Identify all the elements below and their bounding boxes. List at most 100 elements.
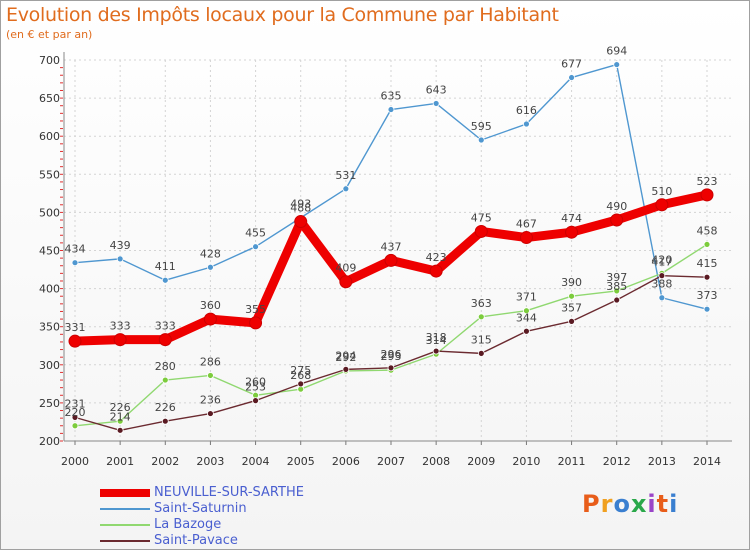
x-tick-label: 2006 — [332, 455, 360, 468]
data-label-la-bazoge: 371 — [516, 291, 537, 304]
logo-letter: i — [647, 490, 657, 518]
y-tick-label: 400 — [39, 283, 60, 296]
data-point-saint-saturnin — [477, 136, 485, 144]
data-label-neuville-sur-sarthe: 523 — [697, 175, 718, 188]
logo-letter: x — [630, 490, 648, 518]
data-point-saint-pavace — [523, 327, 530, 335]
y-tick-label: 650 — [39, 92, 60, 105]
data-label-saint-pavace: 226 — [155, 401, 176, 414]
data-label-la-bazoge: 363 — [471, 297, 492, 310]
data-point-neuville-sur-sarthe — [249, 316, 263, 330]
data-point-neuville-sur-sarthe — [429, 264, 443, 278]
y-tick-label: 200 — [39, 435, 60, 448]
data-label-la-bazoge: 293 — [381, 350, 402, 363]
data-label-saint-pavace: 315 — [471, 333, 492, 346]
x-tick-label: 2001 — [106, 455, 134, 468]
data-point-neuville-sur-sarthe — [474, 224, 488, 238]
data-point-saint-saturnin — [161, 276, 169, 284]
logo-letter: i — [669, 490, 679, 518]
x-tick-label: 2009 — [467, 455, 495, 468]
data-label-saint-pavace: 417 — [651, 256, 672, 269]
x-tick-label: 2012 — [603, 455, 631, 468]
data-point-saint-saturnin — [703, 305, 711, 313]
y-tick-label: 500 — [39, 206, 60, 219]
series-lines — [68, 61, 714, 434]
data-label-saint-saturnin: 455 — [245, 227, 266, 240]
data-point-la-bazoge — [613, 287, 621, 295]
chart-subtitle: (en € et par an) — [6, 28, 93, 41]
y-tick-label: 300 — [39, 359, 60, 372]
data-point-saint-pavace — [342, 365, 350, 373]
legend-label: La Bazoge — [154, 517, 222, 532]
data-label-la-bazoge: 390 — [561, 276, 582, 289]
data-label-saint-saturnin: 373 — [697, 289, 718, 302]
data-label-saint-pavace: 231 — [65, 397, 86, 410]
data-point-neuville-sur-sarthe — [700, 188, 714, 202]
logo-letter: t — [656, 490, 670, 518]
y-tick-label: 350 — [39, 321, 60, 334]
legend-label: Saint-Pavace — [154, 533, 238, 548]
data-label-neuville-sur-sarthe: 437 — [381, 240, 402, 253]
data-label-neuville-sur-sarthe: 467 — [516, 218, 537, 231]
data-point-neuville-sur-sarthe — [158, 333, 172, 347]
data-point-saint-pavace — [568, 317, 575, 325]
data-label-la-bazoge: 397 — [606, 271, 627, 284]
data-point-la-bazoge — [161, 376, 169, 384]
data-point-saint-pavace — [658, 272, 666, 280]
data-label-saint-saturnin: 388 — [651, 278, 672, 291]
data-point-saint-saturnin — [116, 255, 124, 263]
legend-swatch — [100, 540, 150, 542]
data-label-saint-saturnin: 677 — [561, 58, 582, 71]
data-point-saint-pavace — [387, 364, 395, 372]
data-point-neuville-sur-sarthe — [565, 225, 579, 239]
data-point-saint-saturnin — [71, 259, 79, 267]
x-tick-label: 2010 — [512, 455, 540, 468]
data-label-saint-saturnin: 434 — [65, 243, 86, 256]
data-label-neuville-sur-sarthe: 490 — [606, 200, 627, 213]
x-tick-label: 2004 — [242, 455, 270, 468]
x-tick-label: 2007 — [377, 455, 405, 468]
data-label-saint-saturnin: 493 — [290, 198, 311, 211]
grid — [64, 59, 732, 442]
data-label-saint-pavace: 296 — [381, 348, 402, 361]
chart-title: Evolution des Impôts locaux pour la Comm… — [6, 4, 559, 26]
data-label-neuville-sur-sarthe: 360 — [200, 299, 221, 312]
logo-letter: o — [613, 490, 631, 518]
data-label-saint-pavace: 318 — [426, 331, 447, 344]
legend-swatch — [100, 524, 150, 526]
x-tick-label: 2003 — [196, 455, 224, 468]
x-tick-label: 2008 — [422, 455, 450, 468]
x-tick-label: 2013 — [648, 455, 676, 468]
data-point-neuville-sur-sarthe — [203, 312, 217, 326]
data-point-saint-saturnin — [658, 294, 666, 302]
data-label-la-bazoge: 286 — [200, 355, 221, 368]
data-point-neuville-sur-sarthe — [339, 275, 353, 289]
data-point-la-bazoge — [116, 417, 124, 425]
data-point-saint-saturnin — [207, 263, 214, 271]
data-point-saint-saturnin — [387, 106, 395, 113]
data-point-neuville-sur-sarthe — [113, 333, 127, 347]
data-point-saint-pavace — [116, 426, 124, 434]
data-label-saint-saturnin: 643 — [426, 83, 447, 96]
data-label-saint-pavace: 344 — [516, 311, 537, 324]
x-tick-label: 2005 — [287, 455, 315, 468]
x-tick-label: 2014 — [693, 455, 721, 468]
data-label-saint-saturnin: 428 — [200, 247, 221, 260]
data-label-neuville-sur-sarthe: 333 — [110, 320, 131, 333]
data-label-la-bazoge: 420 — [651, 253, 672, 266]
data-point-neuville-sur-sarthe — [610, 213, 624, 227]
y-tick-label: 450 — [39, 245, 60, 258]
data-point-la-bazoge — [477, 313, 485, 321]
data-point-la-bazoge — [523, 307, 530, 315]
data-point-saint-saturnin — [252, 243, 259, 251]
data-label-saint-pavace: 294 — [335, 349, 356, 362]
data-label-la-bazoge: 280 — [155, 360, 176, 373]
data-label-saint-saturnin: 635 — [381, 90, 402, 103]
data-point-saint-pavace — [432, 347, 440, 355]
legend-swatch — [100, 508, 150, 510]
axes: 200 250 300 350 400 450 500 550 600 650 700 2000 200… — [39, 52, 732, 468]
x-tick-label: 2011 — [558, 455, 586, 468]
proxiti-logo: Proxiti — [582, 490, 678, 518]
data-label-saint-pavace: 253 — [245, 381, 266, 394]
